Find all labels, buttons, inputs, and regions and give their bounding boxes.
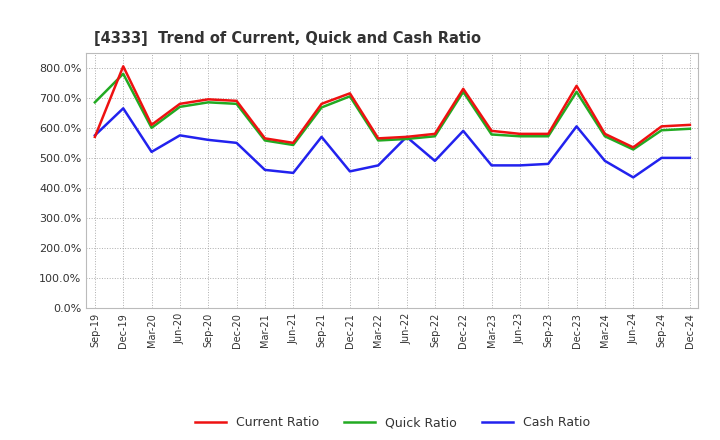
Quick Ratio xyxy=(91,100,99,105)
Cash Ratio xyxy=(685,155,694,161)
Current Ratio xyxy=(374,136,382,141)
Current Ratio xyxy=(544,131,552,136)
Cash Ratio xyxy=(289,170,297,176)
Current Ratio xyxy=(516,131,524,136)
Quick Ratio xyxy=(261,138,269,143)
Current Ratio xyxy=(233,98,241,103)
Quick Ratio xyxy=(544,134,552,139)
Current Ratio xyxy=(91,134,99,139)
Cash Ratio xyxy=(487,163,496,168)
Quick Ratio xyxy=(148,125,156,131)
Quick Ratio xyxy=(685,126,694,132)
Current Ratio xyxy=(204,97,212,102)
Quick Ratio xyxy=(289,142,297,147)
Quick Ratio xyxy=(431,134,439,139)
Line: Quick Ratio: Quick Ratio xyxy=(95,74,690,150)
Cash Ratio xyxy=(629,175,637,180)
Quick Ratio xyxy=(346,94,354,99)
Cash Ratio xyxy=(431,158,439,164)
Current Ratio xyxy=(459,86,467,92)
Quick Ratio xyxy=(176,104,184,110)
Quick Ratio xyxy=(572,89,581,95)
Cash Ratio xyxy=(204,137,212,143)
Cash Ratio xyxy=(346,169,354,174)
Cash Ratio xyxy=(516,163,524,168)
Quick Ratio xyxy=(600,134,609,139)
Quick Ratio xyxy=(318,105,326,110)
Quick Ratio xyxy=(516,134,524,139)
Cash Ratio xyxy=(119,106,127,111)
Cash Ratio xyxy=(572,124,581,129)
Current Ratio xyxy=(289,140,297,146)
Text: [4333]  Trend of Current, Quick and Cash Ratio: [4333] Trend of Current, Quick and Cash … xyxy=(94,31,481,46)
Current Ratio xyxy=(261,136,269,141)
Quick Ratio xyxy=(233,101,241,106)
Line: Current Ratio: Current Ratio xyxy=(95,66,690,147)
Current Ratio xyxy=(600,131,609,136)
Cash Ratio xyxy=(402,134,411,139)
Cash Ratio xyxy=(318,134,326,139)
Quick Ratio xyxy=(629,147,637,152)
Current Ratio xyxy=(176,101,184,106)
Quick Ratio xyxy=(374,138,382,143)
Cash Ratio xyxy=(148,149,156,154)
Cash Ratio xyxy=(233,140,241,146)
Cash Ratio xyxy=(176,133,184,138)
Quick Ratio xyxy=(459,89,467,95)
Current Ratio xyxy=(629,145,637,150)
Current Ratio xyxy=(119,64,127,69)
Cash Ratio xyxy=(261,167,269,172)
Current Ratio xyxy=(657,124,666,129)
Quick Ratio xyxy=(402,136,411,142)
Current Ratio xyxy=(402,134,411,139)
Quick Ratio xyxy=(204,100,212,105)
Current Ratio xyxy=(148,122,156,128)
Cash Ratio xyxy=(544,161,552,166)
Line: Cash Ratio: Cash Ratio xyxy=(95,108,690,177)
Current Ratio xyxy=(431,131,439,136)
Cash Ratio xyxy=(459,128,467,133)
Quick Ratio xyxy=(119,71,127,77)
Cash Ratio xyxy=(600,158,609,164)
Cash Ratio xyxy=(374,163,382,168)
Quick Ratio xyxy=(657,128,666,133)
Current Ratio xyxy=(685,122,694,128)
Legend: Current Ratio, Quick Ratio, Cash Ratio: Current Ratio, Quick Ratio, Cash Ratio xyxy=(189,411,595,434)
Cash Ratio xyxy=(91,133,99,138)
Cash Ratio xyxy=(657,155,666,161)
Current Ratio xyxy=(572,83,581,88)
Current Ratio xyxy=(487,128,496,133)
Current Ratio xyxy=(318,101,326,106)
Current Ratio xyxy=(346,91,354,96)
Quick Ratio xyxy=(487,132,496,137)
